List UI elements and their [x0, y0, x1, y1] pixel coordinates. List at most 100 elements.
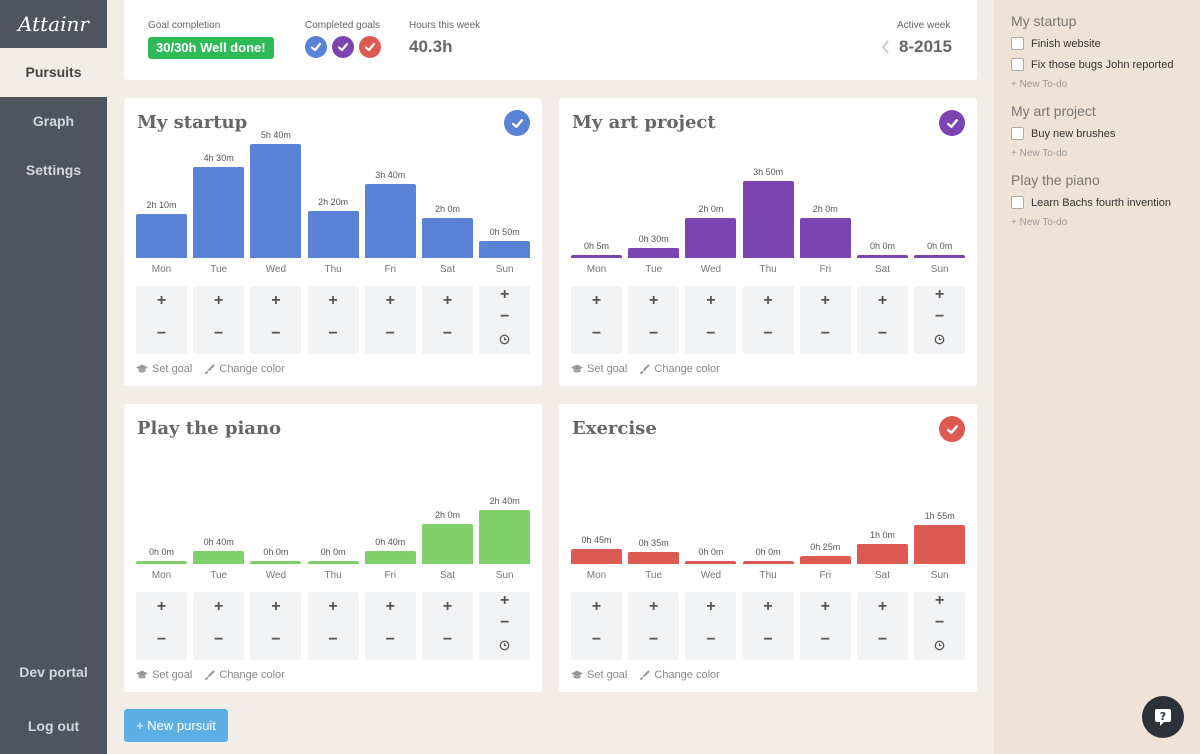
set-goal-label: Set goal	[587, 363, 628, 375]
change-color-button[interactable]: Change color	[639, 669, 720, 681]
add-time-button[interactable]: +	[328, 292, 338, 309]
add-time-button[interactable]: +	[271, 598, 281, 615]
remove-time-button[interactable]: −	[877, 325, 888, 342]
remove-time-button[interactable]: −	[591, 631, 602, 648]
day-controls: + −	[742, 592, 794, 660]
app-logo[interactable]: Attainr	[18, 12, 89, 36]
add-time-button[interactable]: +	[935, 286, 945, 303]
change-color-button[interactable]: Change color	[204, 669, 285, 681]
remove-time-button[interactable]: −	[877, 631, 888, 648]
add-time-button[interactable]: +	[763, 292, 773, 309]
add-time-button[interactable]: +	[877, 598, 888, 615]
add-time-button[interactable]: +	[591, 598, 602, 615]
new-todo-link[interactable]: + New To-do	[1011, 217, 1068, 228]
add-time-button[interactable]: +	[706, 598, 716, 615]
new-pursuit-button[interactable]: + New pursuit	[124, 709, 228, 742]
remove-time-button[interactable]: −	[156, 325, 167, 342]
remove-time-button[interactable]: −	[271, 325, 281, 342]
day-bar	[857, 543, 908, 564]
timer-icon[interactable]	[914, 638, 965, 656]
remove-time-button[interactable]: −	[820, 325, 830, 342]
remove-time-button[interactable]: −	[156, 631, 167, 648]
change-color-label: Change color	[219, 363, 285, 375]
remove-time-button[interactable]: −	[271, 631, 281, 648]
new-todo-link[interactable]: + New To-do	[1011, 79, 1068, 90]
remove-time-button[interactable]: −	[706, 325, 716, 342]
logout-link[interactable]: Log out	[27, 718, 80, 734]
day-controls: + −	[628, 592, 680, 660]
timer-icon[interactable]	[914, 332, 965, 350]
remove-time-button[interactable]: −	[442, 325, 453, 342]
day-label: Sun	[930, 264, 949, 275]
add-time-button[interactable]: +	[442, 292, 453, 309]
add-time-button[interactable]: +	[935, 592, 945, 609]
day-controls: + −	[479, 592, 531, 660]
dev-portal-link[interactable]: Dev portal	[19, 664, 88, 680]
chevron-left-icon[interactable]	[880, 40, 892, 54]
remove-time-button[interactable]: −	[328, 325, 338, 342]
sidebar-item-settings[interactable]: Settings	[25, 162, 82, 178]
pursuit-title: My startup	[137, 112, 248, 133]
add-time-button[interactable]: +	[591, 292, 602, 309]
graduation-cap-icon	[136, 364, 148, 373]
day-label: Fri	[384, 570, 397, 581]
new-todo-link[interactable]: + New To-do	[1011, 148, 1068, 159]
remove-time-button[interactable]: −	[820, 631, 830, 648]
change-color-button[interactable]: Change color	[204, 363, 285, 375]
add-time-button[interactable]: +	[385, 292, 395, 309]
day-controls: + −	[250, 286, 302, 354]
add-time-button[interactable]: +	[385, 598, 395, 615]
add-time-button[interactable]: +	[500, 286, 510, 303]
add-time-button[interactable]: +	[820, 598, 830, 615]
add-time-button[interactable]: +	[442, 598, 453, 615]
add-time-button[interactable]: +	[763, 598, 773, 615]
remove-time-button[interactable]: −	[500, 614, 510, 631]
add-time-button[interactable]: +	[500, 592, 510, 609]
remove-time-button[interactable]: −	[442, 631, 453, 648]
add-time-button[interactable]: +	[156, 598, 167, 615]
add-time-button[interactable]: +	[649, 598, 659, 615]
remove-time-button[interactable]: −	[328, 631, 338, 648]
day-controls: + −	[250, 592, 302, 660]
set-goal-button[interactable]: Set goal	[571, 669, 627, 681]
add-time-button[interactable]: +	[820, 292, 830, 309]
remove-time-button[interactable]: −	[706, 631, 716, 648]
sidebar-item-graph[interactable]: Graph	[32, 113, 75, 129]
timer-icon[interactable]	[479, 638, 530, 656]
set-goal-button[interactable]: Set goal	[136, 669, 192, 681]
day-label: Mon	[586, 264, 607, 275]
todo-checkbox[interactable]	[1011, 127, 1024, 140]
add-time-button[interactable]: +	[214, 292, 224, 309]
day-controls: + −	[364, 592, 416, 660]
remove-time-button[interactable]: −	[385, 325, 395, 342]
remove-time-button[interactable]: −	[763, 325, 773, 342]
todo-checkbox[interactable]	[1011, 196, 1024, 209]
remove-time-button[interactable]: −	[385, 631, 395, 648]
remove-time-button[interactable]: −	[763, 631, 773, 648]
remove-time-button[interactable]: −	[935, 308, 945, 325]
add-time-button[interactable]: +	[271, 292, 281, 309]
sidebar-item-pursuits[interactable]: Pursuits	[0, 48, 107, 97]
add-time-button[interactable]: +	[706, 292, 716, 309]
remove-time-button[interactable]: −	[214, 631, 224, 648]
todo-checkbox[interactable]	[1011, 37, 1024, 50]
add-time-button[interactable]: +	[649, 292, 659, 309]
remove-time-button[interactable]: −	[591, 325, 602, 342]
remove-time-button[interactable]: −	[649, 631, 659, 648]
add-time-button[interactable]: +	[877, 292, 888, 309]
add-time-button[interactable]: +	[156, 292, 167, 309]
timer-icon[interactable]	[479, 332, 530, 350]
brush-icon	[205, 669, 216, 680]
todo-checkbox[interactable]	[1011, 58, 1024, 71]
help-button[interactable]: ?	[1142, 696, 1184, 738]
remove-time-button[interactable]: −	[500, 308, 510, 325]
remove-time-button[interactable]: −	[649, 325, 659, 342]
change-color-button[interactable]: Change color	[639, 363, 720, 375]
bar-value-label: 3h 50m	[753, 166, 784, 177]
add-time-button[interactable]: +	[214, 598, 224, 615]
add-time-button[interactable]: +	[328, 598, 338, 615]
set-goal-button[interactable]: Set goal	[571, 363, 627, 375]
set-goal-button[interactable]: Set goal	[136, 363, 192, 375]
remove-time-button[interactable]: −	[214, 325, 224, 342]
remove-time-button[interactable]: −	[935, 614, 945, 631]
